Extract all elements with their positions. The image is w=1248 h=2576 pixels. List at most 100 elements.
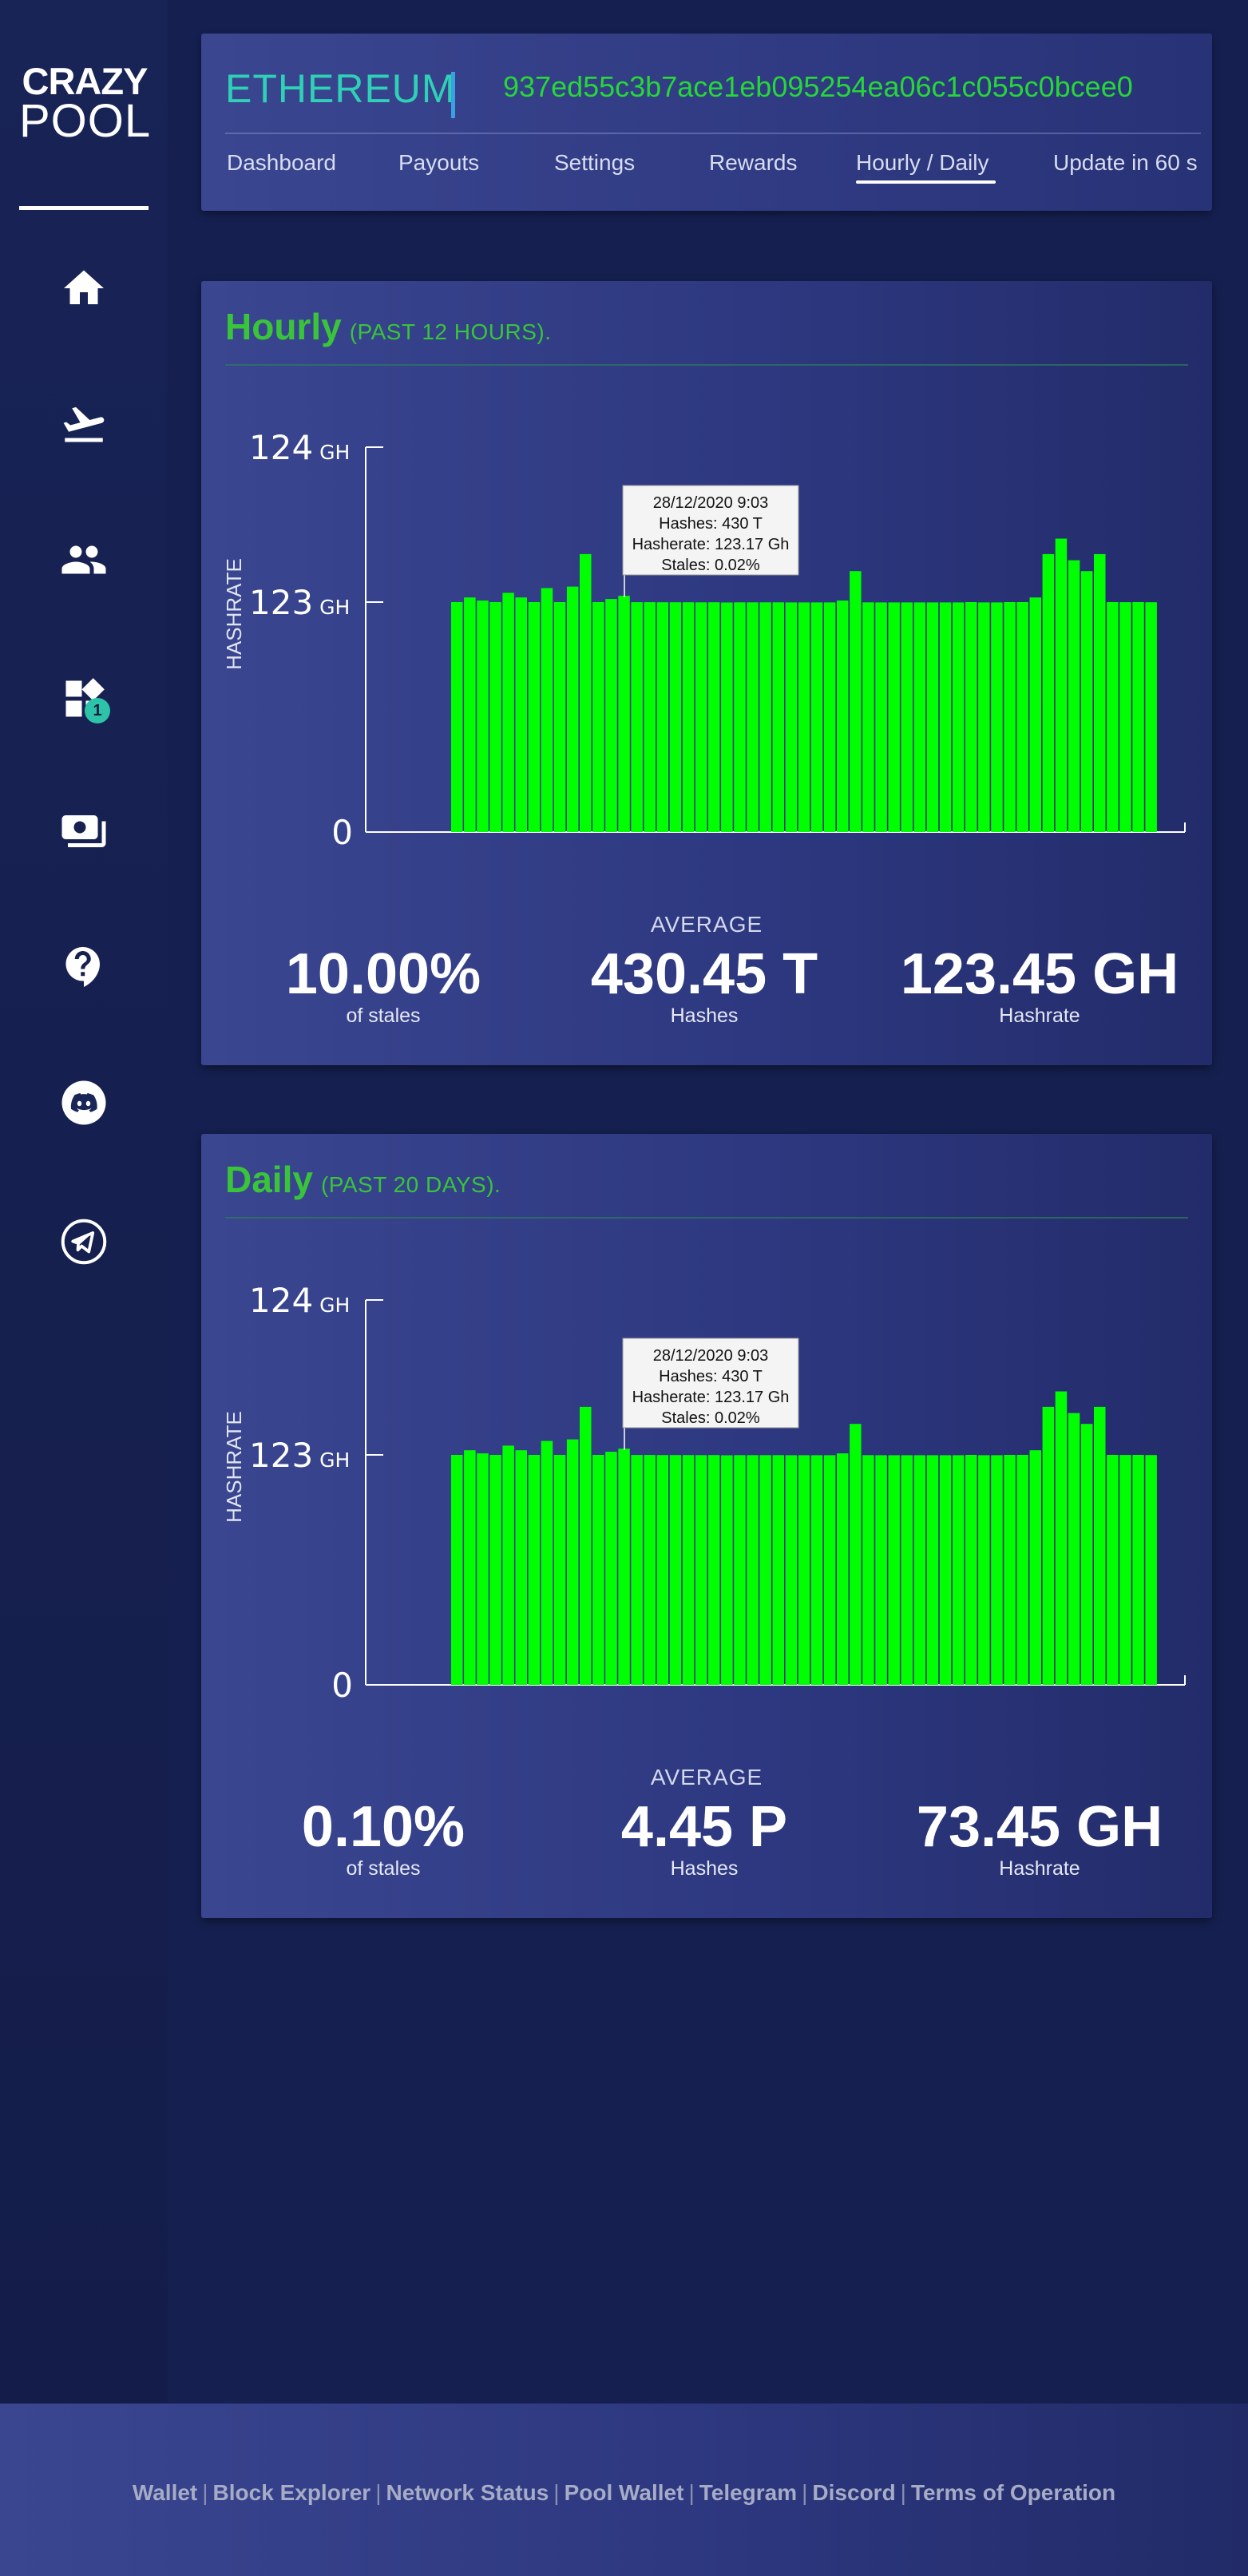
bar	[1068, 1413, 1080, 1685]
tab-rewards[interactable]: Rewards	[709, 150, 798, 175]
daily-subtitle: (PAST 20 DAYS).	[320, 1172, 501, 1197]
coin-divider	[451, 72, 455, 118]
bar	[1042, 553, 1055, 832]
telegram-icon	[61, 1219, 107, 1265]
bar	[708, 602, 720, 832]
sidebar-item-telegram[interactable]	[56, 1214, 112, 1270]
bar	[1080, 571, 1093, 832]
footer-link-pool-wallet[interactable]: Pool Wallet	[564, 2480, 684, 2505]
bar	[1119, 1455, 1131, 1685]
bar	[798, 602, 810, 832]
hourly-average-label: AVERAGE	[650, 912, 763, 937]
bar	[798, 1455, 810, 1685]
bar	[1029, 1450, 1041, 1685]
y-tick-label: 123 GH	[249, 583, 350, 622]
stat-label: Hashrate	[999, 1005, 1080, 1027]
daily-title-text: Daily	[225, 1159, 313, 1200]
bar	[1029, 597, 1041, 832]
sidebar-item-widgets[interactable]: 1	[56, 671, 112, 727]
bar	[644, 602, 656, 832]
bar	[656, 602, 669, 832]
bar	[759, 602, 771, 832]
bar	[580, 1406, 592, 1685]
tab-settings[interactable]: Settings	[554, 150, 636, 175]
bar	[669, 1455, 682, 1685]
bar	[747, 1455, 759, 1685]
bar	[1080, 1424, 1093, 1685]
active-tab-indicator	[856, 180, 996, 184]
bar	[669, 602, 682, 832]
sidebar-item-departure[interactable]	[56, 396, 112, 452]
bar	[477, 600, 489, 832]
bar	[502, 592, 514, 832]
y-tick-unit: GH	[319, 441, 350, 464]
bar	[464, 1450, 476, 1685]
bar	[913, 602, 926, 832]
tab-hourly-daily[interactable]: Hourly / Daily	[856, 150, 989, 175]
sidebar-item-home[interactable]	[56, 260, 112, 316]
daily-stat-hashes: 4.45 P Hashes	[553, 1798, 856, 1880]
bar	[734, 602, 746, 832]
bar	[618, 1449, 630, 1685]
bar	[464, 597, 476, 832]
hourly-title: Hourly (PAST 12 HOURS).	[225, 305, 551, 348]
bar	[1055, 538, 1068, 832]
tooltip-line: Hashes: 430 T	[659, 1368, 763, 1385]
bar	[785, 1455, 798, 1685]
bar	[1042, 1406, 1055, 1685]
sidebar-item-payments[interactable]	[56, 803, 112, 859]
tab-dashboard[interactable]: Dashboard	[227, 150, 336, 175]
wallet-address[interactable]: 937ed55c3b7ace1eb095254ea06c1c055c0bcee0	[503, 70, 1133, 103]
bar	[721, 1455, 733, 1685]
bar	[1016, 602, 1028, 832]
footer-links: Wallet | Block Explorer | Network Status | Poo…	[132, 2480, 1116, 2505]
bar	[747, 602, 759, 832]
bar	[978, 1455, 990, 1685]
home-icon	[64, 270, 104, 304]
bar	[515, 1450, 527, 1685]
sidebar-item-discord[interactable]	[56, 1075, 112, 1131]
bar	[541, 588, 553, 832]
bar	[1107, 1455, 1119, 1685]
bar	[759, 1455, 771, 1685]
tab-payouts[interactable]: Payouts	[398, 150, 480, 175]
footer-link-network-status[interactable]: Network Status	[386, 2480, 549, 2505]
footer-link-terms[interactable]: Terms of Operation	[910, 2480, 1116, 2505]
y-axis-label: HASHRATE	[222, 1411, 246, 1523]
discord-icon	[61, 1080, 106, 1125]
hourly-chart[interactable]: 124 GH 123 GH 0 HASHRATE 28/12/2020 9:03 Hashes…	[201, 281, 1212, 906]
daily-stat-hashrate: 73.45 GH Hashrate	[888, 1798, 1191, 1880]
sidebar-item-help[interactable]	[56, 939, 112, 995]
y-tick-unit: GH	[319, 596, 350, 619]
footer-link-telegram[interactable]: Telegram	[699, 2480, 798, 2505]
bar	[1132, 602, 1144, 832]
y-tick-label: 0	[331, 1666, 353, 1705]
bar	[888, 602, 900, 832]
y-tick-unit: GH	[319, 1294, 350, 1317]
bar	[1107, 602, 1119, 832]
bar	[605, 1452, 617, 1685]
bar	[734, 1455, 746, 1685]
footer: Wallet | Block Explorer | Network Status | Poo…	[0, 2404, 1248, 2576]
bar	[772, 1455, 784, 1685]
logo-line2: POOL	[19, 95, 152, 147]
stat-label: of stales	[346, 1857, 421, 1880]
bar	[451, 1455, 463, 1685]
hourly-card: Hourly (PAST 12 HOURS). 124 GH 123 GH 0 HASHRA…	[201, 281, 1212, 1065]
bar	[1004, 1455, 1016, 1685]
y-tick-label: 123 GH	[249, 1436, 350, 1475]
daily-chart[interactable]: 124 GH 123 GH 0 HASHRATE 28/12/2020 9:03 Hashes…	[201, 1134, 1212, 1758]
stat-value: 430.45 T	[590, 942, 818, 1006]
footer-link-discord[interactable]: Discord	[812, 2480, 896, 2505]
y-tick-label: 124 GH	[249, 428, 350, 467]
bar	[553, 1455, 566, 1685]
tooltip-line: Stales: 0.02%	[661, 557, 760, 574]
y-tick-label: 0	[331, 813, 353, 852]
bar	[952, 1455, 965, 1685]
footer-link-block-explorer[interactable]: Block Explorer	[212, 2480, 371, 2505]
logo[interactable]: CRAZY POOL	[19, 62, 150, 145]
hourly-stat-stales: 10.00% of stales	[232, 945, 535, 1028]
bar	[978, 602, 990, 832]
footer-link-wallet[interactable]: Wallet	[132, 2480, 198, 2505]
sidebar-item-users[interactable]	[56, 532, 112, 588]
